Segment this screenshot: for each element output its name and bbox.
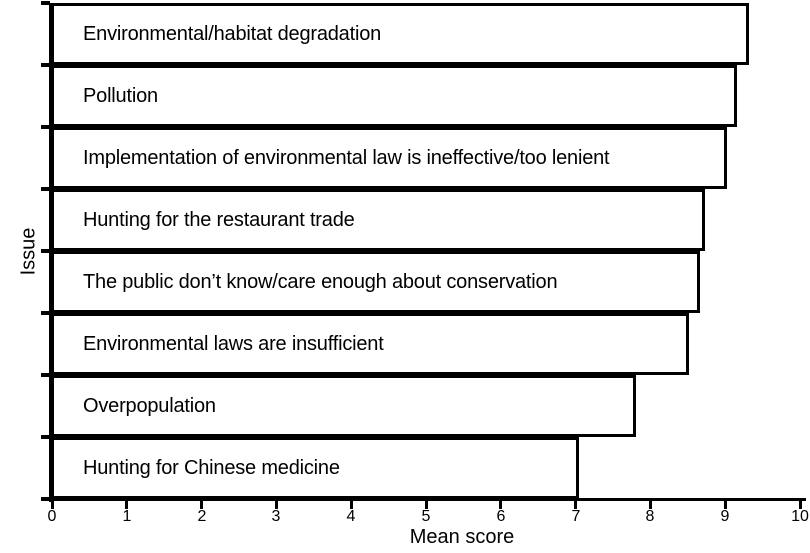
bar-label: Implementation of environmental law is i… [83,146,610,169]
y-tick [41,63,50,67]
x-tick-label: 8 [645,508,655,525]
bar-label: Environmental/habitat degradation [83,22,382,45]
y-axis-title: Issue [17,227,40,276]
bar-2: Implementation of environmental law is i… [51,127,727,189]
y-tick [41,497,50,501]
y-tick [41,1,50,5]
x-tick-label: 9 [720,508,730,525]
y-tick [41,187,50,191]
bar-label: Hunting for Chinese medicine [83,456,340,479]
bar-label: Environmental laws are insufficient [83,332,384,355]
y-tick [41,125,50,129]
x-tick [649,501,652,509]
bar-4: The public don’t know/care enough about … [51,251,700,313]
x-tick [574,501,577,509]
y-tick [41,311,50,315]
x-tick-label: 10 [791,508,809,525]
x-tick [51,501,54,509]
x-tick [499,501,502,509]
y-tick [41,435,50,439]
y-tick [41,249,50,253]
bar-label: Hunting for the restaurant trade [83,208,355,231]
x-tick-label: 7 [571,508,581,525]
x-tick-label: 4 [346,508,356,525]
bar-label: The public don’t know/care enough about … [83,270,558,293]
x-tick-label: 6 [496,508,506,525]
y-axis-line [49,3,52,502]
x-tick-label: 2 [197,508,207,525]
bar-7: Hunting for Chinese medicine [51,437,579,499]
x-tick [200,501,203,509]
bar-label: Pollution [83,84,158,107]
x-tick [275,501,278,509]
x-tick [125,501,128,509]
x-tick-label: 5 [421,508,431,525]
bar-1: Pollution [51,65,737,127]
x-tick [350,501,353,509]
x-tick [425,501,428,509]
x-tick-label: 0 [47,508,57,525]
bar-5: Environmental laws are insufficient [51,313,689,375]
y-tick [41,373,50,377]
x-tick [724,501,727,509]
x-axis-title: Mean score [409,526,515,548]
x-tick-label: 1 [122,508,132,525]
bar-0: Environmental/habitat degradation [51,3,749,65]
x-tick [799,501,802,509]
x-tick-label: 3 [271,508,281,525]
bar-6: Overpopulation [51,375,636,437]
bar-label: Overpopulation [83,394,216,417]
bar-3: Hunting for the restaurant trade [51,189,705,251]
x-axis-line [49,498,806,501]
